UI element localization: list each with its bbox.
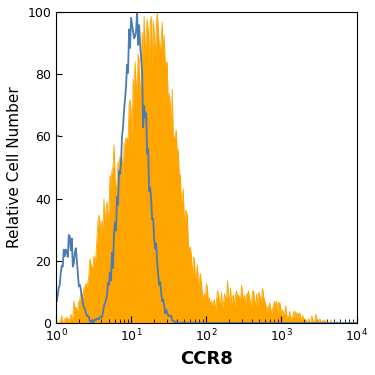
X-axis label: CCR8: CCR8 <box>180 350 233 368</box>
Y-axis label: Relative Cell Number: Relative Cell Number <box>7 87 22 248</box>
